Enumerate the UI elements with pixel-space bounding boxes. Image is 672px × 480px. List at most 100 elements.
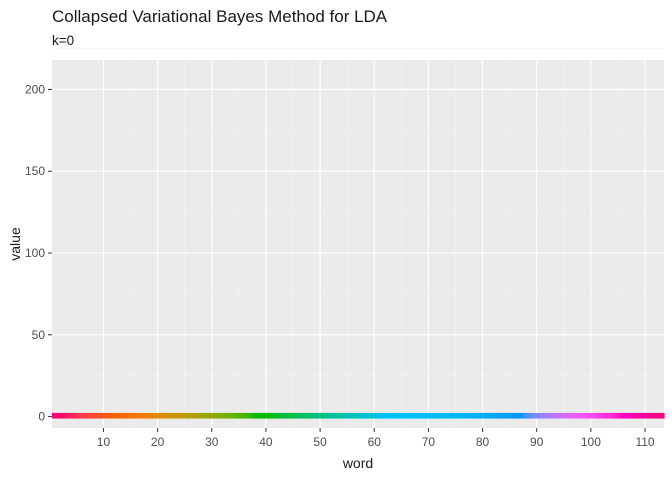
bar xyxy=(333,412,340,419)
bar xyxy=(317,412,324,419)
bar xyxy=(236,412,243,419)
bar xyxy=(138,412,145,419)
bar xyxy=(328,412,335,419)
bar xyxy=(198,412,205,419)
bar xyxy=(263,412,270,419)
bar xyxy=(165,412,172,419)
bar xyxy=(57,412,64,419)
x-tick-label: 90 xyxy=(530,435,544,449)
bar xyxy=(615,412,622,419)
bar xyxy=(398,412,405,419)
bar xyxy=(133,412,140,419)
bar xyxy=(404,412,411,419)
bar xyxy=(382,412,389,419)
bar xyxy=(100,412,107,419)
bar xyxy=(420,412,427,419)
bar xyxy=(609,412,616,419)
x-tick-label: 60 xyxy=(368,435,382,449)
bar xyxy=(469,412,476,419)
bar xyxy=(539,412,546,419)
bar xyxy=(154,412,161,419)
x-tick-label: 40 xyxy=(259,435,273,449)
bar xyxy=(52,412,59,419)
bar xyxy=(506,412,513,419)
bar xyxy=(425,412,432,419)
bar xyxy=(620,412,627,419)
bar xyxy=(561,412,568,419)
bar xyxy=(116,412,124,419)
panel-background xyxy=(52,60,664,428)
bar xyxy=(322,412,329,419)
bar xyxy=(414,412,421,419)
bar xyxy=(79,412,86,419)
bar xyxy=(209,412,216,419)
bar xyxy=(279,412,286,419)
bar xyxy=(512,412,519,419)
y-tick-label: 100 xyxy=(25,246,45,260)
bar xyxy=(252,412,259,419)
bar xyxy=(219,412,226,419)
bar xyxy=(485,412,492,419)
bar xyxy=(274,412,281,419)
bar xyxy=(268,412,275,419)
bar xyxy=(658,412,665,419)
bar xyxy=(376,412,383,419)
bar xyxy=(284,412,291,419)
bar xyxy=(144,412,151,419)
bar xyxy=(588,412,595,419)
bar xyxy=(311,412,318,419)
bar xyxy=(523,412,530,419)
bar xyxy=(387,412,394,419)
bar xyxy=(301,412,308,419)
bar xyxy=(360,412,367,419)
bar xyxy=(349,412,356,419)
bar xyxy=(458,412,465,419)
x-tick-label: 70 xyxy=(422,435,436,449)
bar xyxy=(230,412,237,419)
bar xyxy=(566,412,573,419)
bar xyxy=(517,412,524,419)
bar xyxy=(181,412,188,419)
bar xyxy=(68,412,75,419)
x-axis-title: word xyxy=(342,455,373,471)
bar xyxy=(95,412,102,419)
bar xyxy=(393,412,400,419)
bar xyxy=(550,412,557,419)
bar xyxy=(225,412,232,419)
bar xyxy=(544,412,551,419)
y-tick-label: 200 xyxy=(25,82,45,96)
bar xyxy=(441,412,448,419)
bar xyxy=(176,412,183,419)
bar xyxy=(73,412,80,419)
bar xyxy=(187,412,194,419)
x-tick-label: 110 xyxy=(635,435,654,449)
bar xyxy=(528,412,535,419)
x-tick-label: 20 xyxy=(151,435,165,449)
bar xyxy=(582,412,589,419)
bar xyxy=(490,412,497,419)
bar xyxy=(290,412,297,419)
bar xyxy=(463,412,470,419)
bar xyxy=(534,412,541,419)
bar xyxy=(604,412,611,419)
x-tick-label: 30 xyxy=(205,435,219,449)
bar xyxy=(636,412,643,419)
bar xyxy=(106,412,113,419)
bar xyxy=(436,412,443,419)
x-tick-label: 10 xyxy=(97,435,111,449)
bar xyxy=(160,412,167,419)
bar xyxy=(111,412,118,419)
bar xyxy=(306,412,313,419)
bar xyxy=(214,412,221,419)
chart-subtitle: k=0 xyxy=(52,33,75,48)
bar xyxy=(171,412,178,419)
y-tick-label: 50 xyxy=(32,328,46,342)
bar xyxy=(257,412,264,419)
bar xyxy=(474,412,481,419)
x-tick-label: 100 xyxy=(581,435,601,449)
bar xyxy=(631,412,638,419)
bar xyxy=(653,412,660,419)
bar xyxy=(62,412,69,419)
